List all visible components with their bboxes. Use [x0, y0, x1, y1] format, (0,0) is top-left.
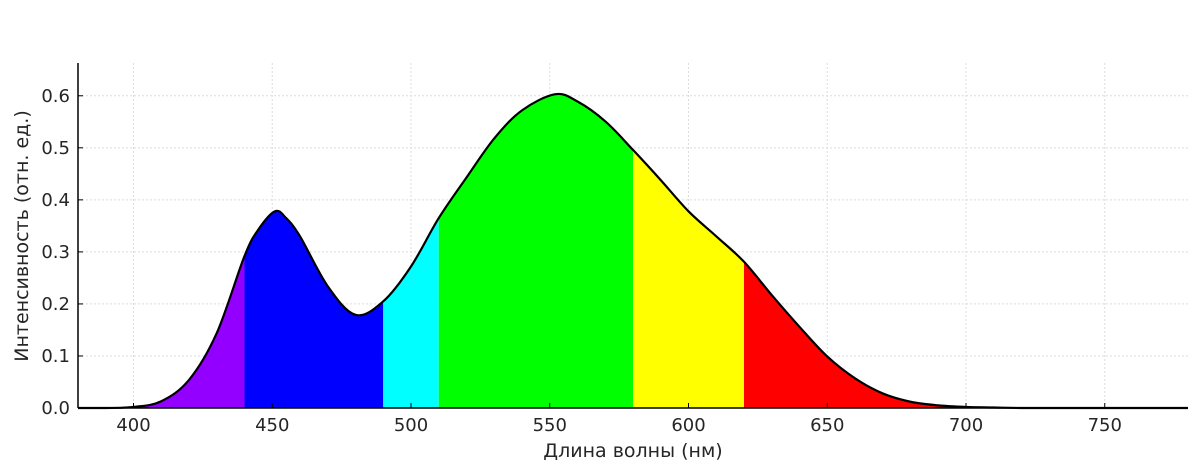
color-bands — [78, 93, 1188, 408]
x-tick-label: 400 — [116, 415, 150, 436]
y-tick-label: 0.0 — [41, 398, 70, 419]
x-tick-label: 550 — [533, 415, 567, 436]
intensity-curve — [78, 92, 1188, 410]
band-green — [438, 93, 633, 408]
y-tick-label: 0.3 — [41, 242, 70, 263]
band-yellow — [633, 93, 744, 408]
ticks: 400 450 500 550 600 650 700 750 0.0 0.1 0.2 0.3 0.4 0… — [41, 86, 1122, 436]
y-tick-label: 0.2 — [41, 294, 70, 315]
x-tick-label: 650 — [810, 415, 844, 436]
y-axis-label: Интенсивность (отн. ед.) — [11, 110, 33, 362]
x-tick-label: 600 — [671, 415, 705, 436]
y-tick-label: 0.1 — [41, 346, 70, 367]
band-blue — [244, 93, 384, 408]
x-axis-label: Длина волны (нм) — [543, 440, 722, 462]
y-tick-label: 0.4 — [41, 190, 70, 211]
x-tick-label: 500 — [394, 415, 428, 436]
x-tick-label: 750 — [1088, 415, 1122, 436]
x-tick-label: 700 — [949, 415, 983, 436]
y-tick-label: 0.5 — [41, 138, 70, 159]
x-tick-label: 450 — [255, 415, 289, 436]
y-tick-label: 0.6 — [41, 86, 70, 107]
